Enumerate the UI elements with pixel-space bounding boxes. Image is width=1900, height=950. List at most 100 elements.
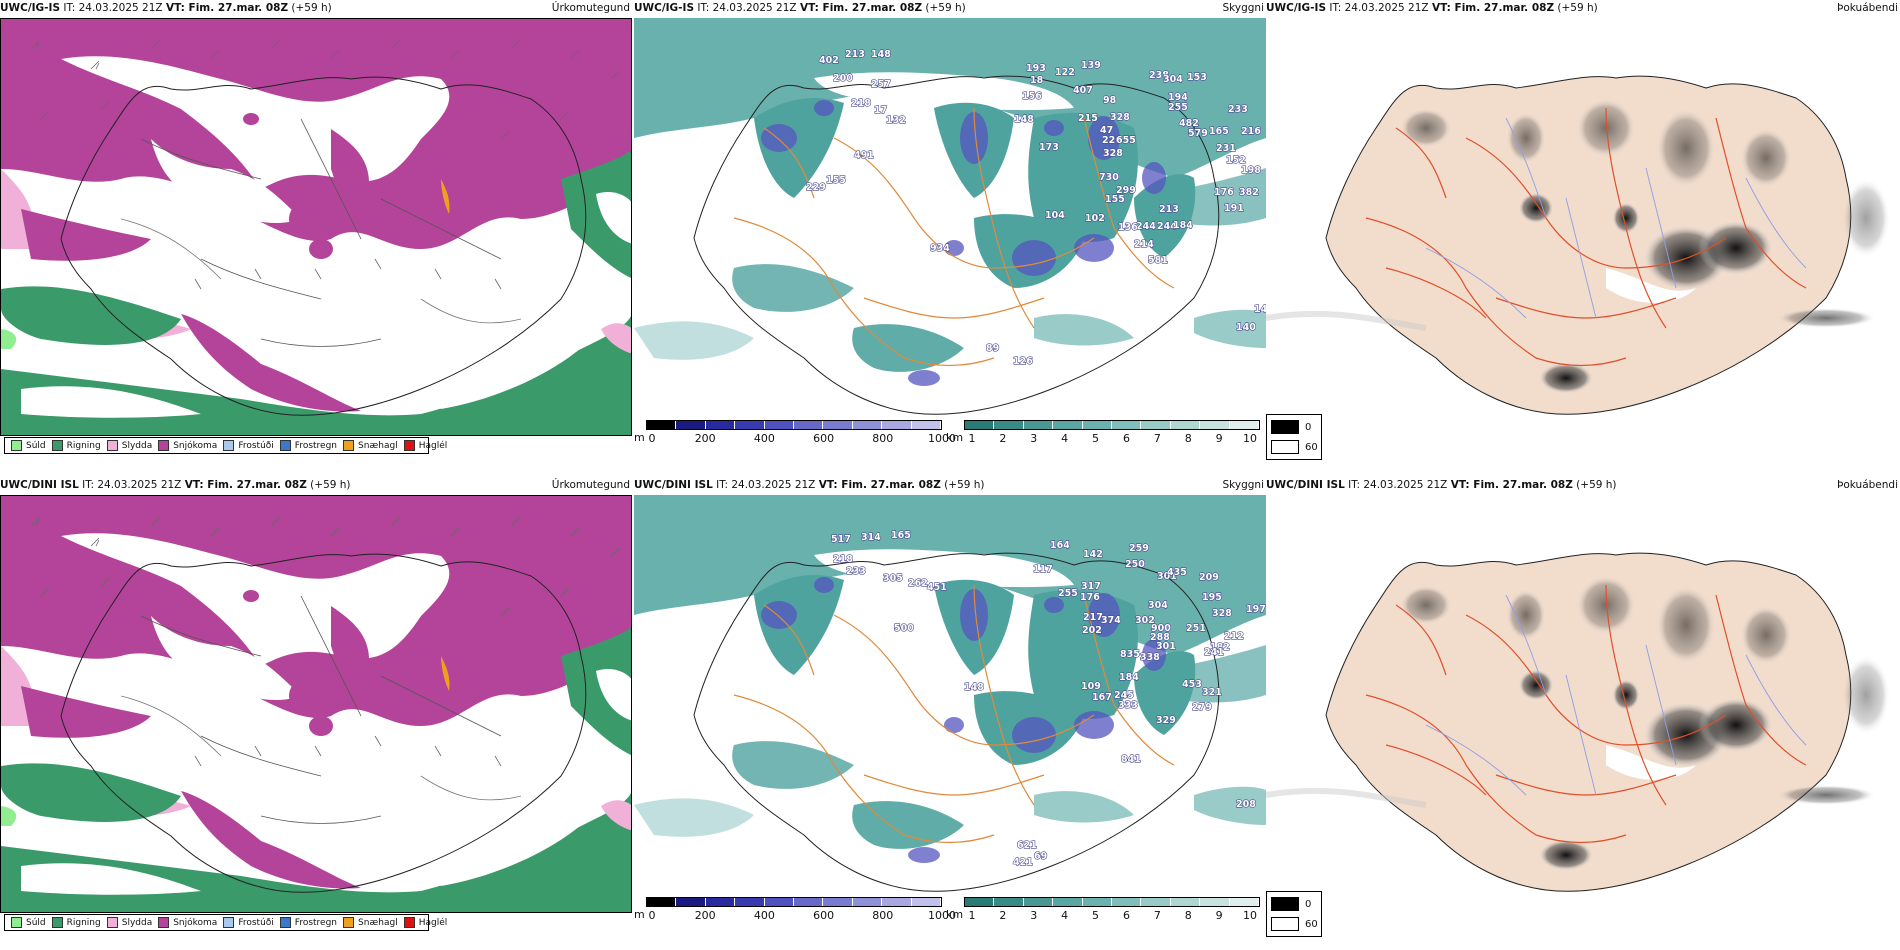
precip-legend-item: Frostúði	[223, 917, 274, 928]
visibility-colorbar-tick: 2	[999, 909, 1007, 922]
fog-map[interactable]	[1266, 18, 1898, 418]
valid-time: VT: Fim. 27.mar. 08Z	[1431, 2, 1555, 14]
panel-title: Úrkomutegund	[551, 479, 630, 491]
precip-legend-swatch	[343, 440, 355, 451]
lead-time: (+59 h)	[310, 479, 351, 491]
ceiling-label: 214	[1134, 239, 1154, 250]
fog-legend-high-swatch	[1271, 897, 1299, 911]
ceiling-label: 167	[1092, 692, 1112, 703]
ceiling-label: 238	[1149, 70, 1169, 81]
ceiling-colorbar-tick: 600	[813, 432, 835, 445]
ceiling-label: 122	[1055, 67, 1075, 78]
precip-legend-item: Slydda	[106, 917, 152, 928]
ceiling-label: 250	[1125, 559, 1145, 570]
fog-legend-high-label: 0	[1305, 421, 1312, 433]
precip-legend-swatch	[51, 917, 63, 928]
visibility-colorbar-tick: 9	[1215, 432, 1223, 445]
visibility-colorbar-tick: 3	[1030, 909, 1038, 922]
ceiling-colorbar-tick: 600	[813, 909, 835, 922]
precip-legend-item: Haglél	[403, 917, 448, 928]
model-name: UWC/IG-IS	[0, 2, 61, 14]
ceiling-colorbar-tick: 0	[648, 909, 656, 922]
precip-legend-swatch	[11, 440, 22, 451]
visibility-colorbar-bar	[964, 420, 1260, 430]
ceiling-label: 244	[1136, 221, 1156, 232]
ceiling-label: 241	[1204, 647, 1224, 658]
ceiling-label: 139	[1081, 60, 1101, 71]
visibility-colorbar-segment	[1141, 898, 1171, 906]
ceiling-colorbar-tick: 800	[872, 909, 894, 922]
ceiling-label: 621	[1017, 840, 1037, 851]
ceiling-colorbar-tick: 400	[753, 909, 775, 922]
precip-legend-label: Rigning	[66, 917, 101, 928]
fog-map-svg	[1266, 495, 1898, 895]
precip-legend-label: Haglél	[418, 917, 448, 928]
panel-header: UWC/IG-IS IT: 24.03.2025 21Z VT: Fim. 27…	[0, 0, 632, 16]
precip-legend-swatch	[279, 917, 291, 928]
precip-type-panel: UWC/DINI ISL IT: 24.03.2025 21Z VT: Fim.…	[0, 477, 632, 932]
ceiling-label-offshore: 208	[1236, 799, 1256, 810]
ceiling-label: 217	[1083, 612, 1103, 623]
precip-legend-label: Súld	[26, 917, 46, 928]
ceiling-label: 216	[1241, 126, 1261, 137]
precip-legend-item: Súld	[11, 917, 46, 928]
ceiling-label: 184	[1119, 672, 1139, 683]
ceiling-colorbar-segment	[794, 898, 824, 906]
ceiling-label: 226	[1102, 135, 1122, 146]
fog-legend-high: 0	[1271, 897, 1311, 911]
ceiling-label: 500	[894, 623, 914, 634]
fog-map[interactable]	[1266, 495, 1898, 895]
model-name: UWC/IG-IS	[634, 2, 695, 14]
visibility-colorbar-segment	[1053, 421, 1083, 429]
precip-map-svg	[1, 19, 631, 435]
panel-title: Þokuábendi	[1837, 479, 1898, 491]
visibility-colorbar-segment	[1170, 898, 1201, 906]
ceiling-label: 328	[1212, 608, 1232, 619]
ceiling-colorbar-tick: 200	[694, 909, 716, 922]
ceiling-label: 730	[1099, 172, 1119, 183]
ceiling-colorbar-bar	[646, 897, 942, 907]
visibility-colorbar-tick: 7	[1153, 909, 1161, 922]
fog-map-svg	[1266, 18, 1898, 418]
ceiling-label: 245	[1114, 690, 1134, 701]
ceiling-label: 835	[1120, 649, 1140, 660]
fog-legend-low-swatch	[1271, 917, 1299, 931]
ceiling-label: 17	[874, 105, 887, 116]
ceiling-label: 333	[1118, 700, 1138, 711]
ceiling-label: 402	[819, 55, 839, 66]
precip-legend-label: Snjókoma	[173, 917, 218, 928]
ceiling-colorbar-segment	[735, 421, 765, 429]
ceiling-label: 209	[1199, 572, 1219, 583]
precip-legend-item: Haglél	[403, 440, 447, 451]
precip-map[interactable]	[0, 18, 632, 436]
precip-type-panel: UWC/IG-IS IT: 24.03.2025 21Z VT: Fim. 27…	[0, 0, 632, 455]
ceiling-map[interactable]: 517 314 165 218 233 305 262 451 500 164 142 259 250 1…	[634, 495, 1266, 895]
ceiling-label: 329	[1156, 715, 1176, 726]
precip-legend-swatch	[223, 440, 235, 451]
ceiling-label: 255	[1058, 588, 1078, 599]
ceiling-label: 69	[1034, 851, 1047, 862]
ceiling-label: 173	[1039, 142, 1059, 153]
init-time: IT: 24.03.2025 21Z	[82, 479, 182, 491]
panel-title: Úrkomutegund	[551, 2, 630, 14]
ceiling-label: 109	[1081, 681, 1101, 692]
forecast-row-1: UWC/IG-IS IT: 24.03.2025 21Z VT: Fim. 27…	[0, 0, 1900, 460]
ceiling-label: 142	[1083, 549, 1103, 560]
ceiling-label: 229	[806, 182, 826, 193]
precip-map[interactable]	[0, 495, 632, 913]
precip-legend-label: Snæhagl	[358, 440, 398, 451]
ceiling-label: 491	[854, 150, 874, 161]
visibility-colorbar-tick: 10	[1243, 909, 1257, 922]
ceiling-colorbar-segment	[852, 898, 883, 906]
ceiling-label: 197	[1246, 604, 1266, 615]
ceiling-colorbar-tick: 0	[648, 432, 656, 445]
visibility-colorbar-segment	[1082, 421, 1113, 429]
ceiling-colorbar-segment	[705, 421, 736, 429]
visibility-colorbar-tick: 10	[1243, 432, 1257, 445]
ceiling-colorbar-tick: 800	[872, 432, 894, 445]
ceiling-map[interactable]: 402 213 148 200 257 218 17 491 132 155 229 193 18 156…	[634, 18, 1266, 418]
visibility-colorbar-tick: 8	[1184, 432, 1192, 445]
precip-legend-swatch	[106, 917, 118, 928]
visibility-colorbar-unit: km	[946, 908, 964, 921]
